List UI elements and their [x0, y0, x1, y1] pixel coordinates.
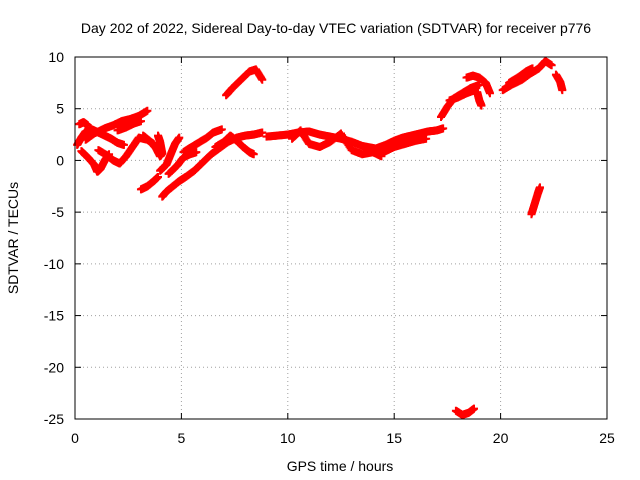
data-point	[422, 134, 431, 143]
y-tick-label: -15	[44, 308, 64, 324]
data-point	[136, 117, 145, 126]
data-point	[217, 125, 226, 134]
x-tick-label: 10	[280, 430, 296, 446]
x-axis-label: GPS time / hours	[287, 458, 394, 474]
data-point	[192, 148, 201, 157]
y-tick-label: -25	[44, 411, 64, 427]
series-arc20	[445, 86, 480, 105]
series-arc2	[75, 118, 92, 130]
series-arc24	[505, 64, 537, 87]
y-tick-label: 10	[48, 49, 64, 65]
data-point	[119, 140, 128, 149]
data-point	[547, 61, 556, 70]
y-tick-label: -10	[44, 256, 64, 272]
x-tick-label: 20	[493, 430, 509, 446]
data-point	[153, 131, 162, 140]
axis-ticks: 0 5 10 15 20 25 -25 -20 -15 -10 -5 0 5 10	[44, 49, 615, 446]
series-arc3	[77, 147, 114, 176]
series-arc26	[527, 183, 544, 219]
x-tick-label: 5	[178, 430, 186, 446]
data-point	[153, 172, 162, 181]
data-point	[83, 121, 92, 130]
series-arc16	[288, 126, 386, 161]
series-arc27	[451, 404, 478, 419]
data-points	[73, 57, 567, 419]
data-point	[528, 64, 537, 73]
series-arc22	[473, 88, 486, 110]
x-tick-label: 25	[599, 430, 615, 446]
series-arc7	[139, 131, 167, 161]
series-arc6	[113, 117, 145, 135]
data-point	[535, 183, 544, 192]
series-arc23	[498, 57, 556, 95]
series-arc13	[211, 131, 258, 159]
data-point	[475, 80, 484, 89]
y-tick-label: -20	[44, 359, 64, 375]
data-point	[175, 133, 184, 142]
y-tick-label: 5	[56, 101, 64, 117]
series-arc14	[222, 65, 267, 100]
grid-lines	[75, 57, 607, 419]
x-tick-label: 15	[386, 430, 402, 446]
data-point	[558, 86, 567, 95]
data-point	[258, 75, 267, 84]
data-point	[143, 106, 152, 115]
data-point	[258, 128, 267, 137]
data-point	[477, 101, 486, 110]
series-arc10	[158, 128, 267, 201]
data-point	[377, 152, 386, 161]
series-arc21	[462, 71, 494, 98]
x-tick-label: 0	[71, 430, 79, 446]
chart-title: Day 202 of 2022, Sidereal Day-to-day VTE…	[81, 20, 591, 36]
series-arc12	[179, 125, 226, 157]
data-point	[485, 89, 494, 98]
data-point	[249, 150, 258, 159]
series-arc8	[136, 172, 162, 194]
data-point	[470, 404, 478, 413]
y-tick-label: -5	[52, 204, 65, 220]
data-point	[439, 124, 448, 133]
series-arc25	[551, 70, 567, 95]
y-axis-label: SDTVAR / TECUs	[5, 182, 21, 294]
series-arc9	[156, 133, 184, 175]
plot-frame	[74, 56, 608, 420]
y-tick-label: 0	[56, 152, 64, 168]
series-arc4	[81, 106, 152, 144]
series-arc18	[379, 134, 431, 157]
